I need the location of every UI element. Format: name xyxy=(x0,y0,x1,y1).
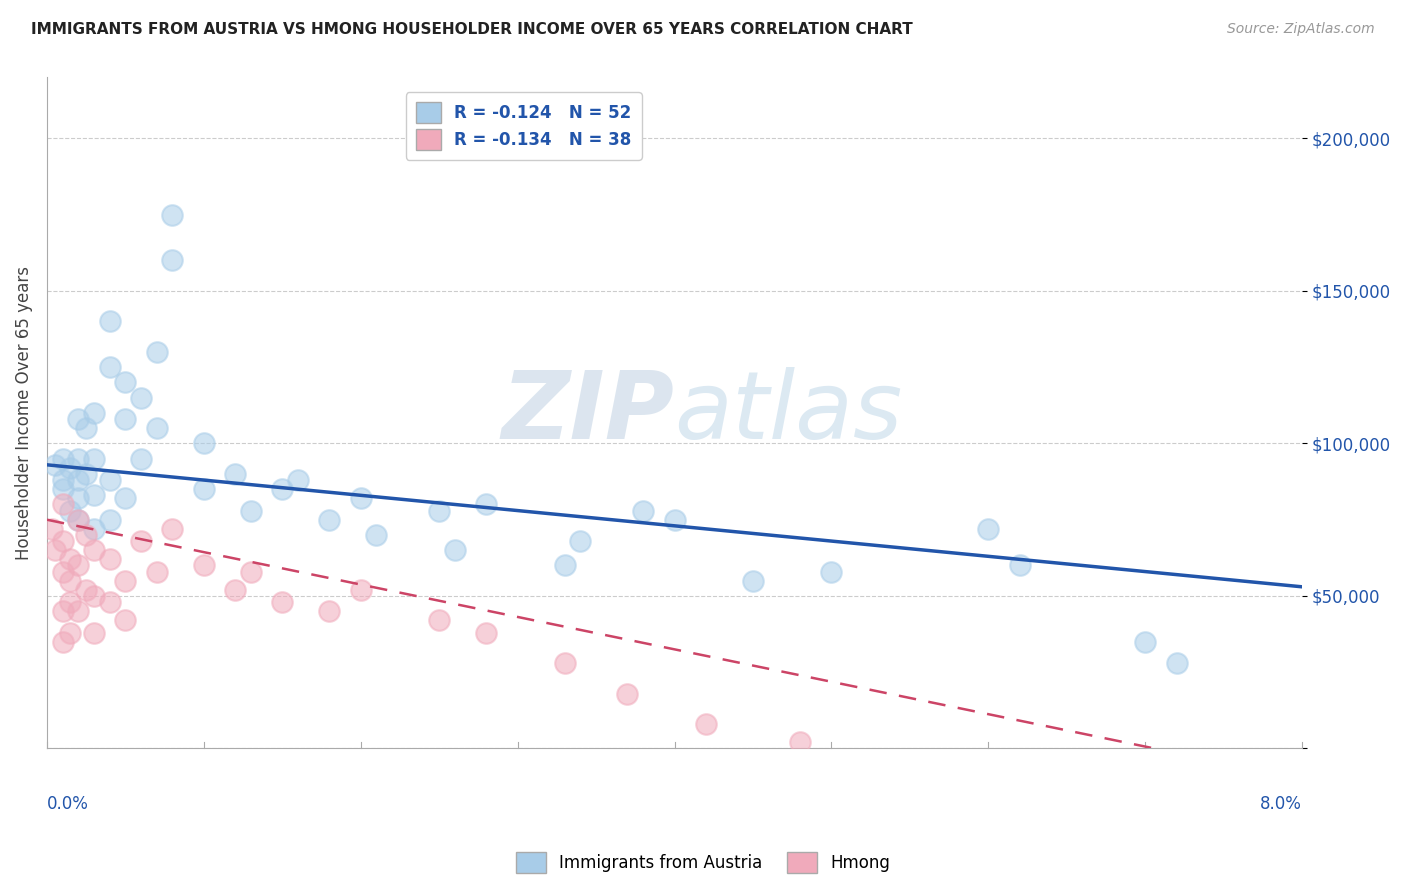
Point xyxy=(239,503,262,517)
Point xyxy=(67,604,90,618)
Point xyxy=(52,451,75,466)
Point xyxy=(271,595,294,609)
Point xyxy=(129,391,152,405)
Point xyxy=(162,522,184,536)
Point xyxy=(52,634,75,648)
Text: 8.0%: 8.0% xyxy=(1260,796,1302,814)
Point xyxy=(83,488,105,502)
Point xyxy=(59,595,82,609)
Point xyxy=(271,482,294,496)
Point xyxy=(1135,634,1157,648)
Point xyxy=(1166,656,1188,670)
Point xyxy=(631,503,654,517)
Point xyxy=(75,528,97,542)
Point xyxy=(114,412,136,426)
Point xyxy=(114,613,136,627)
Point xyxy=(475,498,498,512)
Point xyxy=(98,595,121,609)
Point xyxy=(193,436,215,450)
Point xyxy=(224,582,246,597)
Point xyxy=(59,574,82,588)
Point xyxy=(83,522,105,536)
Point xyxy=(67,513,90,527)
Point xyxy=(287,473,309,487)
Point xyxy=(52,482,75,496)
Point xyxy=(59,461,82,475)
Point xyxy=(162,208,184,222)
Point xyxy=(145,345,167,359)
Point xyxy=(554,656,576,670)
Text: IMMIGRANTS FROM AUSTRIA VS HMONG HOUSEHOLDER INCOME OVER 65 YEARS CORRELATION CH: IMMIGRANTS FROM AUSTRIA VS HMONG HOUSEHO… xyxy=(31,22,912,37)
Point xyxy=(52,534,75,549)
Point xyxy=(83,451,105,466)
Point xyxy=(98,513,121,527)
Point xyxy=(820,565,842,579)
Point xyxy=(67,513,90,527)
Point xyxy=(75,421,97,435)
Legend: Immigrants from Austria, Hmong: Immigrants from Austria, Hmong xyxy=(509,846,897,880)
Point xyxy=(444,543,467,558)
Point xyxy=(162,253,184,268)
Point xyxy=(475,625,498,640)
Point xyxy=(554,558,576,573)
Point xyxy=(59,503,82,517)
Point xyxy=(224,467,246,481)
Point xyxy=(318,604,340,618)
Point xyxy=(52,565,75,579)
Y-axis label: Householder Income Over 65 years: Householder Income Over 65 years xyxy=(15,266,32,560)
Point xyxy=(98,552,121,566)
Point xyxy=(67,558,90,573)
Point xyxy=(59,625,82,640)
Point xyxy=(114,376,136,390)
Point xyxy=(83,406,105,420)
Point xyxy=(67,491,90,506)
Point xyxy=(75,467,97,481)
Point xyxy=(129,534,152,549)
Text: ZIP: ZIP xyxy=(502,367,675,459)
Point xyxy=(664,513,686,527)
Point xyxy=(1008,558,1031,573)
Point xyxy=(75,582,97,597)
Point xyxy=(427,613,450,627)
Point xyxy=(67,473,90,487)
Text: atlas: atlas xyxy=(675,368,903,458)
Point xyxy=(193,482,215,496)
Point xyxy=(616,687,638,701)
Point xyxy=(366,528,388,542)
Point xyxy=(569,534,592,549)
Point xyxy=(318,513,340,527)
Point xyxy=(114,491,136,506)
Point xyxy=(98,314,121,328)
Point xyxy=(427,503,450,517)
Point xyxy=(98,473,121,487)
Text: Source: ZipAtlas.com: Source: ZipAtlas.com xyxy=(1227,22,1375,37)
Point xyxy=(44,458,66,472)
Point xyxy=(695,717,717,731)
Point xyxy=(67,412,90,426)
Point xyxy=(193,558,215,573)
Point xyxy=(83,625,105,640)
Point xyxy=(52,498,75,512)
Point xyxy=(129,451,152,466)
Point xyxy=(114,574,136,588)
Point xyxy=(145,565,167,579)
Point xyxy=(41,522,63,536)
Point xyxy=(239,565,262,579)
Point xyxy=(52,473,75,487)
Text: 0.0%: 0.0% xyxy=(46,796,89,814)
Point xyxy=(44,543,66,558)
Point xyxy=(350,582,373,597)
Point xyxy=(98,360,121,375)
Point xyxy=(52,604,75,618)
Point xyxy=(789,735,811,749)
Point xyxy=(67,451,90,466)
Point xyxy=(977,522,1000,536)
Point xyxy=(742,574,765,588)
Legend: R = -0.124   N = 52, R = -0.134   N = 38: R = -0.124 N = 52, R = -0.134 N = 38 xyxy=(406,93,641,160)
Point xyxy=(59,552,82,566)
Point xyxy=(145,421,167,435)
Point xyxy=(83,543,105,558)
Point xyxy=(83,589,105,603)
Point xyxy=(350,491,373,506)
